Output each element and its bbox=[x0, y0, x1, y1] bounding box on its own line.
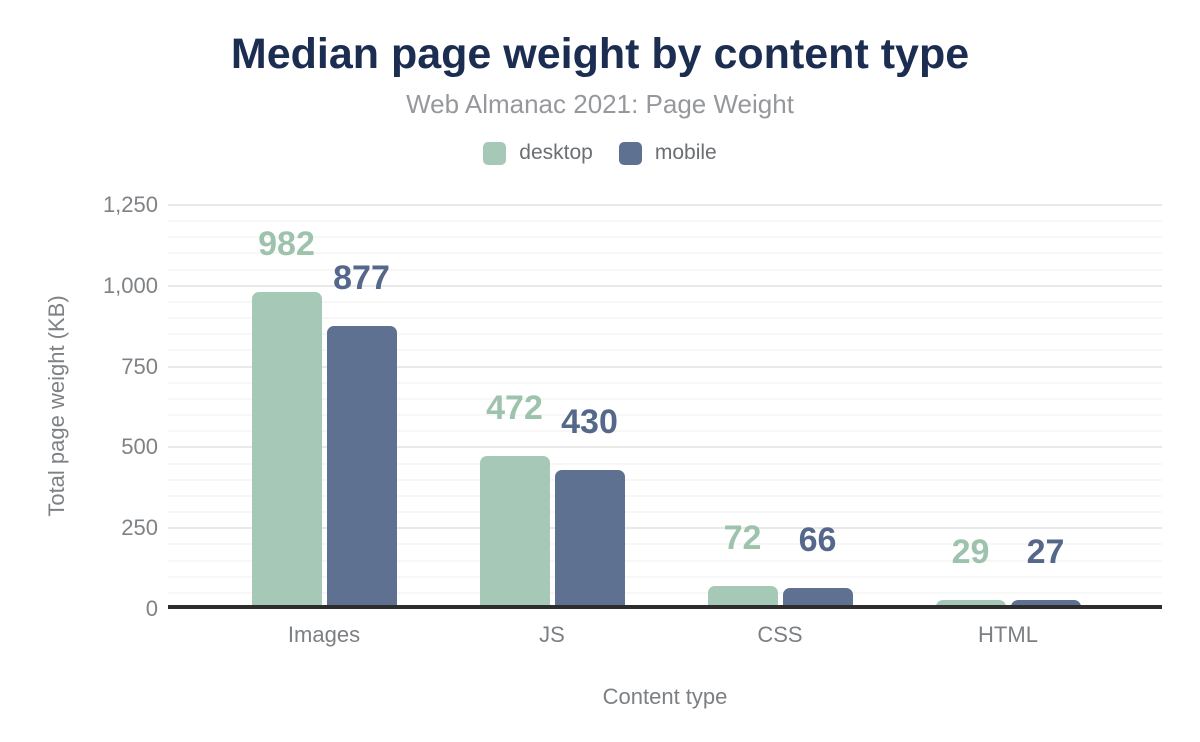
legend-item-desktop[interactable]: desktop bbox=[483, 141, 593, 165]
bar-mobile-images[interactable] bbox=[326, 326, 397, 609]
major-gridline bbox=[168, 365, 1162, 368]
minor-gridline bbox=[168, 317, 1162, 320]
minor-gridline bbox=[168, 494, 1162, 497]
y-tick-label-1250: 1,250 bbox=[102, 192, 158, 217]
bar-mobile-js[interactable] bbox=[554, 470, 625, 609]
x-tick-label-css: CSS bbox=[757, 622, 803, 647]
minor-gridline bbox=[168, 252, 1162, 255]
minor-gridline bbox=[168, 430, 1162, 433]
bar-desktop-images[interactable] bbox=[251, 292, 322, 609]
value-label-desktop-html: 29 bbox=[951, 533, 990, 571]
bar-desktop-js[interactable] bbox=[479, 456, 550, 609]
bar-desktop-html[interactable] bbox=[935, 600, 1006, 609]
minor-gridline bbox=[168, 236, 1162, 239]
mobile-swatch-icon bbox=[618, 141, 642, 165]
minor-gridline bbox=[168, 559, 1162, 562]
y-tick-label-500: 500 bbox=[121, 434, 158, 460]
value-label-desktop-images: 982 bbox=[258, 225, 315, 263]
x-tick-label-js: JS bbox=[539, 622, 565, 647]
x-axis-line bbox=[168, 605, 1162, 609]
legend-label-mobile: mobile bbox=[654, 141, 717, 164]
minor-gridline bbox=[168, 414, 1162, 417]
minor-gridline bbox=[168, 397, 1162, 400]
value-label-mobile-images: 877 bbox=[333, 259, 390, 297]
desktop-swatch-icon bbox=[483, 141, 507, 165]
legend: desktop mobile bbox=[0, 141, 1200, 165]
minor-gridline bbox=[168, 543, 1162, 546]
minor-gridline bbox=[168, 349, 1162, 352]
bar-desktop-css[interactable] bbox=[707, 586, 778, 609]
minor-gridline bbox=[168, 268, 1162, 271]
minor-gridline bbox=[168, 511, 1162, 514]
value-label-mobile-css: 66 bbox=[798, 521, 837, 559]
y-tick-label-250: 250 bbox=[121, 515, 158, 541]
legend-item-mobile[interactable]: mobile bbox=[618, 141, 717, 165]
minor-gridline bbox=[168, 478, 1162, 481]
x-tick-label-images: Images bbox=[287, 622, 361, 647]
y-tick-label-1000: 1,000 bbox=[102, 272, 158, 298]
bar-mobile-css[interactable] bbox=[782, 588, 853, 609]
chart-title: Median page weight by content type bbox=[230, 30, 970, 78]
legend-label-desktop: desktop bbox=[519, 141, 593, 164]
value-label-mobile-js: 430 bbox=[561, 403, 618, 441]
minor-gridline bbox=[168, 381, 1162, 384]
major-gridline bbox=[168, 446, 1162, 449]
bar-mobile-html[interactable] bbox=[1010, 600, 1081, 609]
y-axis-title: Total page weight (KB) bbox=[44, 295, 69, 517]
value-label-desktop-js: 472 bbox=[486, 389, 543, 427]
minor-gridline bbox=[168, 333, 1162, 336]
y-tick-label-750: 750 bbox=[121, 353, 158, 379]
minor-gridline bbox=[168, 300, 1162, 303]
value-label-mobile-html: 27 bbox=[1026, 533, 1065, 571]
major-gridline bbox=[168, 284, 1162, 287]
major-gridline bbox=[168, 204, 1162, 206]
minor-gridline bbox=[168, 220, 1162, 223]
y-tick-label-0: 0 bbox=[145, 596, 158, 621]
x-tick-label-html: HTML bbox=[978, 622, 1038, 647]
major-gridline bbox=[168, 527, 1162, 530]
value-label-desktop-css: 72 bbox=[723, 519, 762, 557]
minor-gridline bbox=[168, 462, 1162, 465]
minor-gridline bbox=[168, 591, 1162, 594]
x-axis-title: Content type bbox=[602, 684, 728, 709]
minor-gridline bbox=[168, 575, 1162, 578]
chart-subtitle: Web Almanac 2021: Page Weight bbox=[406, 89, 794, 119]
